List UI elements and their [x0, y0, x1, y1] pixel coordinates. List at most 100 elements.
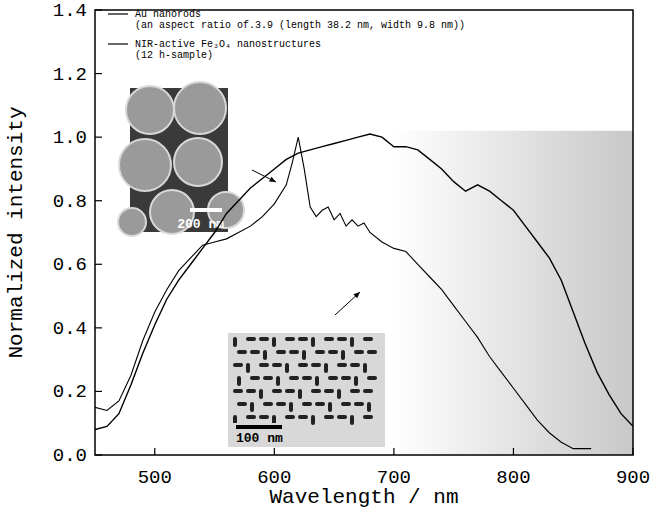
tem-rod: [298, 337, 308, 341]
tem-rod: [315, 402, 325, 406]
sem-sphere: [118, 208, 146, 236]
tem-rod: [263, 376, 273, 380]
tem-rod: [324, 363, 328, 373]
tem-rod: [350, 389, 360, 393]
tem-rod: [263, 350, 267, 360]
tem-rod: [276, 350, 286, 354]
tem-rod: [324, 415, 334, 419]
x-tick: [154, 448, 155, 455]
tem-rod: [302, 402, 312, 406]
legend-swatch: [108, 13, 128, 14]
legend-line: (an aspect ratio of.3.9 (length 38.2 nm,…: [135, 20, 465, 31]
tem-rod: [328, 376, 338, 380]
y-tick: [95, 137, 102, 138]
tem-rod: [311, 337, 315, 347]
x-tick: [513, 448, 514, 455]
tem-rod: [341, 376, 351, 380]
y-tick: [95, 200, 102, 201]
y-tick: [95, 391, 102, 392]
tem-rod: [367, 376, 377, 380]
tem-rod: [298, 389, 302, 399]
x-tick: [274, 448, 275, 455]
tem-rod: [246, 337, 256, 341]
tem-rod: [298, 363, 308, 367]
tem-rod: [250, 402, 254, 412]
tem-rod: [285, 389, 295, 393]
tem-rod: [324, 337, 334, 341]
tem-rod: [259, 415, 269, 419]
plot-frame: [95, 10, 633, 455]
y-tick-label: 1.4: [53, 0, 87, 22]
tem-rod: [259, 363, 269, 367]
scale-patch: [230, 423, 290, 447]
y-tick-label: 0.4: [53, 318, 87, 340]
tem-rod: [315, 350, 325, 354]
tem-rod: [272, 363, 282, 367]
legend-line: (12 h-sample): [135, 50, 213, 61]
tem-rod: [285, 415, 295, 419]
y-tick-label: 0.0: [53, 445, 87, 467]
nir-band: [394, 131, 633, 455]
tem-rod: [363, 389, 373, 393]
tem-rod: [285, 363, 289, 373]
sem-sphere: [174, 82, 226, 134]
tem-rod: [289, 350, 299, 354]
tem-rod: [337, 363, 347, 367]
tem-inset: 100 nm: [228, 333, 385, 447]
tem-rod: [246, 415, 256, 419]
x-tick-label: 800: [496, 467, 530, 489]
tem-rod: [289, 402, 293, 412]
legend-label: NIR-active Fe₃O₄ nanostructures(12 h-sam…: [135, 39, 321, 61]
tem-rod: [285, 337, 295, 341]
tem-rod: [298, 415, 308, 419]
y-tick: [95, 9, 102, 10]
sem-sphere: [174, 138, 222, 186]
tem-rod: [237, 350, 247, 354]
tem-rod: [337, 389, 341, 399]
tem-image: [228, 333, 385, 447]
y-tick: [95, 327, 102, 328]
tem-rod: [233, 389, 243, 393]
tem-rod: [237, 376, 241, 386]
arrow-head: [269, 177, 276, 182]
tem-rod: [276, 376, 280, 386]
tem-rod: [233, 337, 237, 347]
tem-rod: [311, 363, 321, 367]
tem-rod: [259, 389, 263, 399]
tem-rod: [250, 376, 260, 380]
legend-swatch: [108, 43, 128, 44]
scale-label: 200 nm: [177, 217, 224, 232]
tem-rod: [354, 402, 364, 406]
tem-rod: [263, 402, 273, 406]
tem-rod: [246, 389, 256, 393]
tem-rod: [367, 350, 377, 354]
tem-rod: [350, 363, 360, 367]
y-tick: [95, 73, 102, 74]
tem-rod: [246, 363, 250, 373]
tem-rod: [315, 376, 319, 386]
tem-rod: [311, 389, 321, 393]
legend-line: Au nanorods: [135, 9, 201, 20]
tem-rod: [363, 363, 367, 373]
tem-rod: [328, 402, 332, 412]
x-tick-label: 500: [138, 467, 172, 489]
arrow: [335, 292, 360, 315]
x-tick-label: 900: [616, 467, 650, 489]
tem-rod: [354, 350, 364, 354]
scale-label: 100 nm: [236, 431, 283, 446]
tem-rod: [289, 376, 299, 380]
lines: [95, 134, 633, 449]
legend-line: NIR-active Fe₃O₄ nanostructures: [135, 39, 321, 50]
sem-inset: 200 nm: [118, 82, 244, 236]
tem-rod: [354, 376, 358, 386]
tem-rod: [350, 337, 354, 347]
series-line: [95, 137, 591, 449]
sem-sphere: [119, 139, 171, 191]
tem-rod: [311, 415, 315, 425]
tem-rod: [259, 337, 269, 341]
y-tick-label: 1.2: [53, 64, 87, 86]
scale-bar: [190, 208, 222, 212]
x-axis-title: Wavelength / nm: [269, 486, 458, 509]
tem-rod: [250, 350, 260, 354]
tem-rod: [272, 389, 282, 393]
